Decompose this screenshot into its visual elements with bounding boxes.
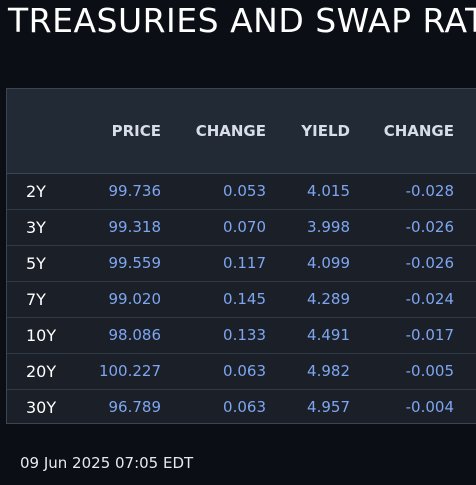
price-change-cell: 0.070 [223, 218, 266, 236]
tenor-cell: 20Y [26, 361, 57, 381]
price-change-cell: 0.117 [223, 254, 266, 272]
row-padding-cell [454, 281, 476, 317]
header-price-change: CHANGE [161, 89, 266, 174]
yield-change-cell: -0.005 [405, 362, 454, 380]
row-padding-cell [454, 245, 476, 281]
table-row: 3Y 99.318 0.070 3.998 -0.026 [7, 209, 476, 245]
yield-cell: 4.015 [307, 182, 350, 200]
price-change-cell: 0.145 [223, 290, 266, 308]
tenor-cell: 5Y [26, 253, 46, 273]
tenor-cell: 2Y [26, 181, 46, 201]
yield-change-cell: -0.004 [405, 398, 454, 417]
price-cell: 99.318 [108, 218, 162, 236]
rates-table: PRICE CHANGE YIELD CHANGE 2Y 99.736 0.053 4… [7, 89, 476, 425]
price-cell: 98.086 [108, 326, 162, 344]
price-cell: 100.227 [98, 362, 161, 380]
timestamp: 09 Jun 2025 07:05 EDT [20, 454, 194, 472]
yield-change-cell: -0.026 [405, 218, 454, 236]
yield-cell: 4.099 [307, 254, 350, 272]
price-cell: 99.020 [108, 290, 162, 308]
row-padding-cell [454, 317, 476, 353]
price-cell: 99.736 [108, 182, 162, 200]
table-row: 5Y 99.559 0.117 4.099 -0.026 [7, 245, 476, 281]
header-tenor [7, 89, 87, 174]
table-header-row: PRICE CHANGE YIELD CHANGE [7, 89, 476, 174]
page-title: TREASURIES AND SWAP RATES [8, 1, 476, 40]
table-row: 20Y 100.227 0.063 4.982 -0.005 [7, 353, 476, 389]
yield-cell: 4.491 [307, 326, 350, 344]
yield-cell: 3.998 [307, 218, 350, 236]
tenor-cell: 30Y [26, 397, 57, 417]
price-cell: 99.559 [108, 254, 162, 272]
price-change-cell: 0.063 [223, 398, 266, 417]
header-yield-change: CHANGE [350, 89, 454, 174]
yield-cell: 4.982 [307, 362, 350, 380]
price-cell: 96.789 [108, 398, 162, 417]
row-padding-cell [454, 353, 476, 389]
price-change-cell: 0.053 [223, 182, 266, 200]
table-body: 2Y 99.736 0.053 4.015 -0.028 3Y 99.318 0.070 3.9… [7, 173, 476, 425]
yield-change-cell: -0.026 [405, 254, 454, 272]
yield-cell: 4.957 [307, 398, 350, 417]
table-row: 2Y 99.736 0.053 4.015 -0.028 [7, 173, 476, 209]
yield-change-cell: -0.028 [405, 182, 454, 200]
price-change-cell: 0.063 [223, 362, 266, 380]
rates-table-container: PRICE CHANGE YIELD CHANGE 2Y 99.736 0.053 4… [6, 88, 476, 424]
yield-change-cell: -0.024 [405, 290, 454, 308]
row-padding-cell [454, 173, 476, 209]
price-change-cell: 0.133 [223, 326, 266, 344]
row-padding-cell [454, 389, 476, 425]
table-row: 10Y 98.086 0.133 4.491 -0.017 [7, 317, 476, 353]
header-extra [454, 89, 476, 174]
tenor-cell: 10Y [26, 325, 57, 345]
row-padding-cell [454, 209, 476, 245]
tenor-cell: 3Y [26, 217, 46, 237]
table-row: 7Y 99.020 0.145 4.289 -0.024 [7, 281, 476, 317]
tenor-cell: 7Y [26, 289, 46, 309]
yield-cell: 4.289 [307, 290, 350, 308]
yield-change-cell: -0.017 [405, 326, 454, 344]
table-row: 30Y 96.789 0.063 4.957 -0.004 [7, 389, 476, 425]
header-yield: YIELD [266, 89, 350, 174]
header-price: PRICE [87, 89, 161, 174]
